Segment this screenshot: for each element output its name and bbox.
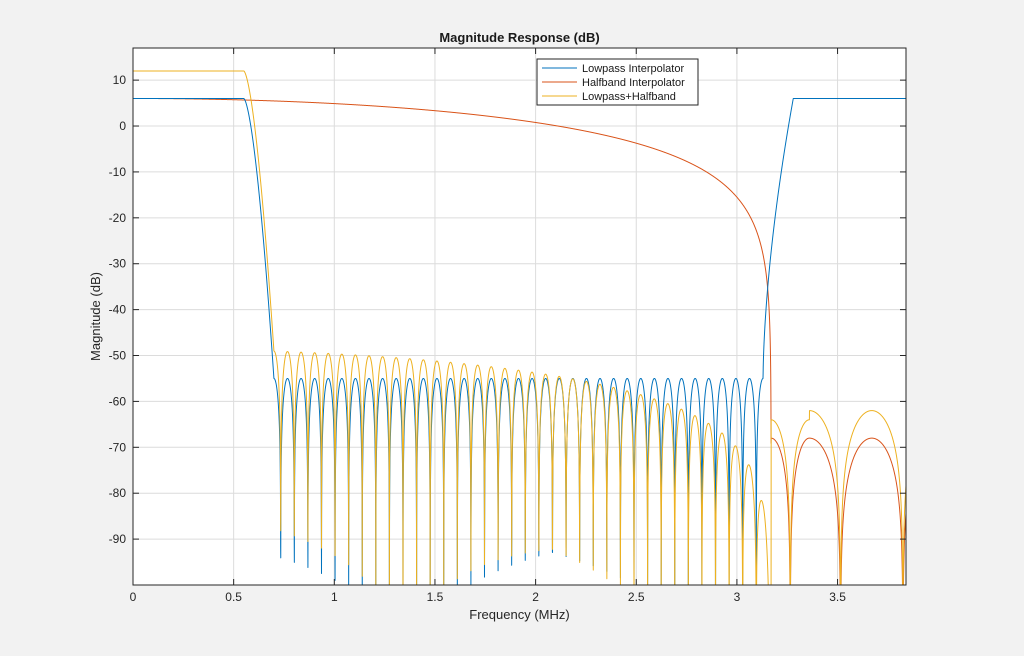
legend-label: Lowpass Interpolator [582, 63, 684, 75]
x-tick-label: 1 [331, 590, 338, 604]
y-tick-label: -10 [109, 165, 127, 179]
y-tick-label: -30 [109, 257, 127, 271]
x-tick-label: 0 [130, 590, 137, 604]
y-axis-label: Magnitude (dB) [88, 272, 103, 361]
x-tick-label: 3 [734, 590, 741, 604]
x-tick-label: 2.5 [628, 590, 645, 604]
x-tick-label: 1.5 [427, 590, 444, 604]
x-tick-label: 0.5 [225, 590, 242, 604]
series-line-halfband-interpolator [133, 97, 906, 585]
y-tick-label: -80 [109, 486, 127, 500]
y-tick-label: -50 [109, 349, 127, 363]
legend-label: Lowpass+Halfband [582, 91, 676, 103]
series-line-lowpass-interpolator [133, 97, 906, 585]
x-axis-label: Frequency (MHz) [469, 607, 569, 622]
y-tick-label: -90 [109, 532, 127, 546]
legend-label: Halfband Interpolator [582, 77, 685, 89]
y-tick-label: -60 [109, 394, 127, 408]
series-line-lowpass-halfband [133, 70, 906, 585]
y-tick-label: -40 [109, 303, 127, 317]
legend: Lowpass Interpolator Halfband Interpolato… [536, 58, 699, 106]
x-tick-label: 3.5 [829, 590, 846, 604]
y-tick-label: 0 [119, 119, 126, 133]
y-tick-label: 10 [113, 73, 127, 87]
plot-area [133, 48, 906, 585]
y-tick-label: -70 [109, 440, 127, 454]
tick-labels: 0 0.5 1 1.5 2 2.5 3 3.5 10 0 -10 -20 -30 -40 -50 -60 -70… [109, 73, 847, 604]
plot-box [132, 47, 907, 586]
x-tick-label: 2 [532, 590, 539, 604]
chart-title: Magnitude Response (dB) [439, 30, 599, 45]
ticks [132, 48, 906, 585]
series-layer [133, 70, 906, 585]
y-tick-label: -20 [109, 211, 127, 225]
